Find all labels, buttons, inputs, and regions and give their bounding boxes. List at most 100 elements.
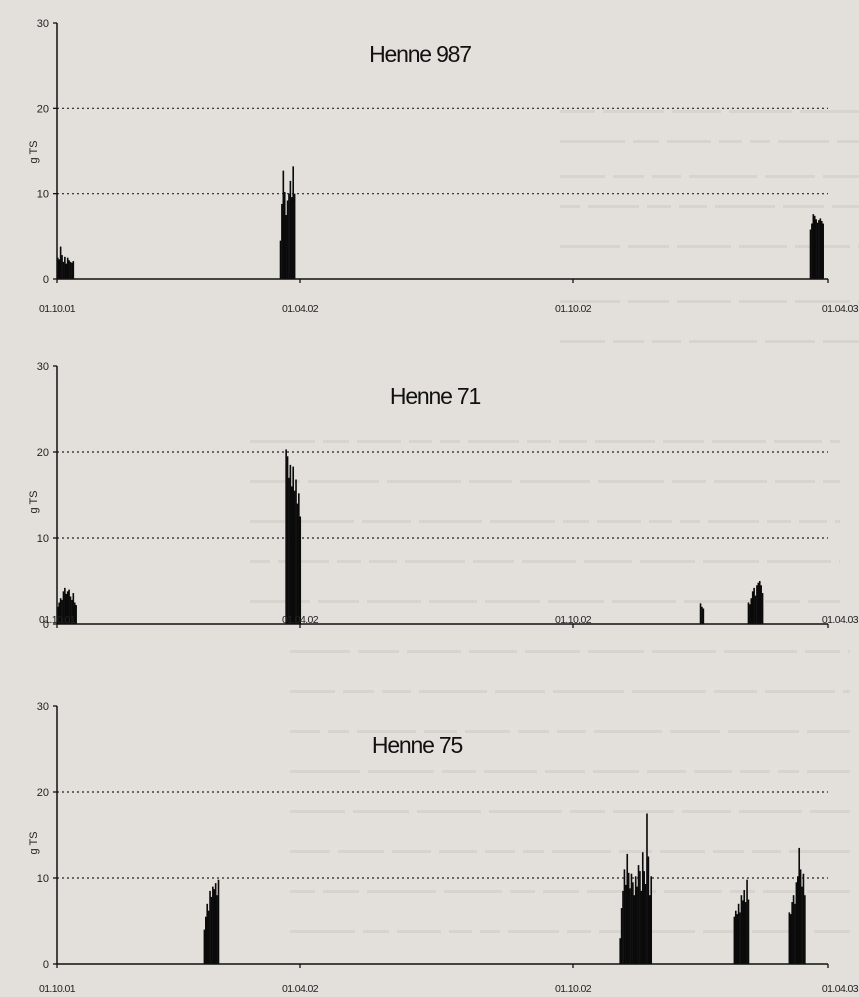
texture-mark [613,175,644,178]
texture-mark [719,140,742,143]
bar [299,516,302,624]
bar [637,865,640,964]
texture-mark [740,770,770,773]
bar [65,593,68,624]
texture-mark [560,175,605,178]
chart-henne-71: Henne 71 g TS 0 10 20 30 01.10.01 01.04.02 01.… [28,361,859,631]
bar [64,587,66,624]
bar [740,895,743,964]
texture-mark [789,850,850,853]
y-tick-label: 0 [43,959,49,971]
bar [633,895,636,964]
texture-mark [647,770,686,773]
texture-mark [442,770,476,773]
texture-mark [739,245,787,248]
bar [701,606,703,624]
texture-mark [708,520,759,523]
texture-mark [633,140,659,143]
texture-mark [308,480,379,483]
texture-mark [523,850,544,853]
bar [648,895,651,964]
bar [812,214,815,279]
bar [64,256,66,279]
texture-mark [672,110,721,113]
texture-mark [774,440,822,443]
bar [71,599,73,624]
texture-mark [677,245,731,248]
chart-title: Henne 71 [390,383,481,409]
bar [804,895,806,964]
texture-mark [570,810,605,813]
texture-mark [663,440,704,443]
y-tick-label: 30 [37,361,49,373]
texture-mark [595,440,655,443]
texture-mark [290,890,315,893]
texture-mark [694,770,732,773]
texture-mark [765,690,835,693]
bar [623,869,626,964]
texture-mark [489,810,562,813]
texture-mark [823,340,859,343]
texture-mark [837,140,859,143]
bar [61,599,63,624]
bar [62,591,65,624]
texture-mark [520,480,590,483]
texture-mark [490,520,555,523]
y-tick-label: 0 [43,274,49,286]
bar [733,916,736,964]
bar [639,871,641,964]
texture-mark [682,810,731,813]
texture-mark [473,560,514,563]
texture-mark [593,770,639,773]
bar [210,896,213,964]
bar [290,197,293,279]
texture-mark [603,110,664,113]
texture-mark [250,560,270,563]
texture-mark [652,650,716,653]
bar [630,873,633,964]
bar [72,593,75,624]
texture-mark [290,810,345,813]
texture-mark [353,810,409,813]
bar [743,890,746,964]
bar [216,895,218,964]
bar [292,466,295,624]
bar [791,902,793,964]
texture-mark [424,730,457,733]
texture-mark [598,480,664,483]
bar [702,608,705,624]
texture-mark [783,205,824,208]
y-tick-label: 20 [37,103,49,115]
texture-mark [290,850,330,853]
texture-mark [429,600,477,603]
bar [758,581,761,624]
texture-mark [765,340,815,343]
texture-mark [765,600,800,603]
texture-mark [343,690,374,693]
texture-mark [518,730,549,733]
texture-mark [293,520,354,523]
y-axis-label: g TS [28,490,40,513]
texture-mark [775,480,815,483]
chart-title: Henne 75 [372,732,463,758]
texture-mark [484,770,537,773]
texture-mark [597,520,641,523]
bar [217,879,220,964]
texture-mark [652,340,681,343]
bar [298,493,300,624]
texture-mark [739,300,787,303]
bar [281,203,283,279]
texture-mark [739,810,802,813]
bar [789,914,792,964]
bar [209,890,211,964]
texture-mark [405,560,465,563]
texture-mark [338,850,384,853]
bar [619,938,622,964]
texture-mark [362,520,411,523]
texture-mark [337,560,361,563]
texture-mark [409,440,432,443]
texture-mark [525,650,580,653]
bar [796,876,799,964]
bar [819,218,822,279]
chart-henne-75: Henne 75 g TS 0 10 20 30 01.10.01 01.04.02 01.… [28,701,859,995]
